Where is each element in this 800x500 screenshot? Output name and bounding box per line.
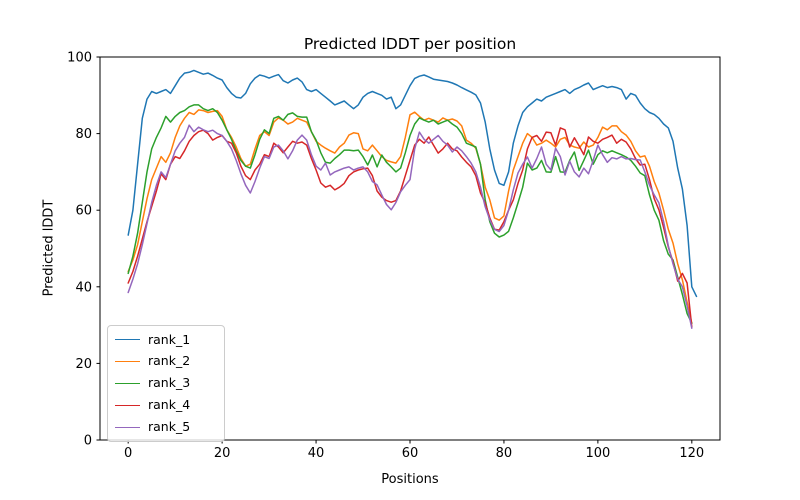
x-tick-label: 60 <box>402 446 419 461</box>
legend-entry-rank-2: rank_2 <box>115 351 216 373</box>
x-tick-label: 20 <box>214 446 231 461</box>
legend-line-swatch <box>115 426 140 428</box>
y-tick-label: 40 <box>75 280 92 295</box>
x-tick-label: 40 <box>308 446 325 461</box>
legend-label: rank_2 <box>148 353 191 369</box>
y-axis-label: Predicted lDDT <box>41 199 57 297</box>
x-tick-label: 100 <box>585 446 610 461</box>
x-tick-label: 0 <box>124 446 132 461</box>
legend: rank_1 rank_2 rank_3 rank_4 rank_5 <box>107 325 225 442</box>
series-line-rank_3 <box>127 104 693 324</box>
y-tick-label: 0 <box>84 434 92 449</box>
x-tick-label: 80 <box>496 446 513 461</box>
legend-label: rank_3 <box>148 375 191 391</box>
legend-entry-rank-3: rank_3 <box>115 373 216 395</box>
legend-entry-rank-1: rank_1 <box>115 329 216 351</box>
x-axis-label: Positions <box>381 472 439 487</box>
series-line-rank_4 <box>127 127 693 328</box>
legend-line-swatch <box>115 404 140 406</box>
series-line-rank_5 <box>127 124 693 329</box>
legend-label: rank_5 <box>148 418 191 434</box>
legend-label: rank_1 <box>148 331 191 347</box>
series-line-rank_2 <box>127 109 693 324</box>
y-tick-label: 20 <box>75 357 92 372</box>
x-tick-label: 120 <box>679 446 704 461</box>
y-tick-label: 80 <box>75 127 92 142</box>
chart-title: Predicted lDDT per position <box>303 35 517 53</box>
legend-line-swatch <box>115 382 140 384</box>
legend-line-swatch <box>115 339 140 341</box>
y-tick-label: 100 <box>67 51 92 66</box>
y-tick-label: 60 <box>75 204 92 219</box>
legend-entry-rank-5: rank_5 <box>115 416 216 438</box>
legend-label: rank_4 <box>148 397 191 413</box>
series-line-rank_1 <box>127 69 698 298</box>
legend-entry-rank-4: rank_4 <box>115 394 216 416</box>
legend-line-swatch <box>115 361 140 363</box>
